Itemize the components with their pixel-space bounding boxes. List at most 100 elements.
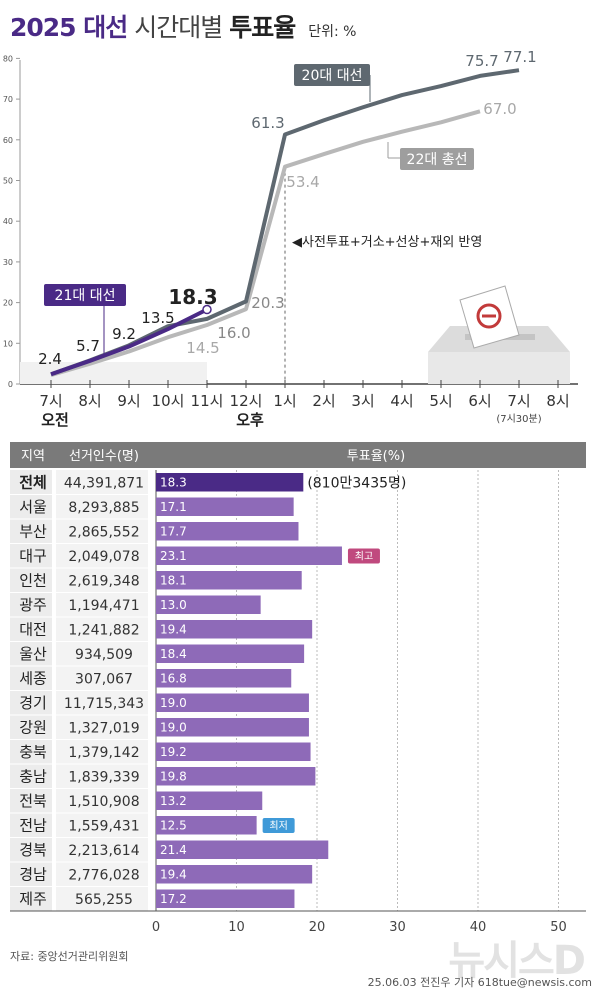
rate-bar (156, 767, 316, 786)
rate-bar-label: 19.4 (160, 622, 187, 636)
row-voters-value: 307,067 (75, 671, 133, 687)
legend-20-box (294, 64, 370, 86)
title-highlight: 2025 대선 (10, 13, 128, 42)
row-voters-value: 2,776,028 (68, 867, 139, 883)
row-region-label: 경남 (19, 865, 47, 883)
data-label-20: 77.1 (503, 48, 536, 66)
x-axis-tick-label: 10 (228, 920, 245, 935)
x-axis-tick-label: 40 (470, 920, 487, 935)
rate-bar (156, 865, 313, 884)
legend-20: 20대 대선 (302, 68, 363, 84)
row-region-label: 서울 (19, 498, 47, 516)
data-label-20: 75.7 (465, 52, 498, 70)
ballot-box-base (428, 352, 570, 384)
rate-badge-box (262, 818, 295, 833)
data-label-20: 61.3 (251, 114, 284, 132)
row-region-label: 광주 (19, 596, 47, 614)
row-region-label: 전남 (19, 816, 47, 834)
rate-bar (156, 742, 311, 761)
data-label-22: 53.4 (286, 173, 319, 191)
y-tick-label: 20 (3, 299, 13, 308)
row-region-label: 부산 (19, 522, 47, 540)
row-region-label: 충북 (19, 743, 47, 761)
row-voters-value: 2,049,078 (68, 549, 139, 565)
legend-22-box (400, 148, 474, 170)
row-voters-value: 1,241,882 (68, 622, 139, 638)
total-voters-note: (810만3435명) (307, 475, 406, 491)
x-axis-tick-label: 0 (152, 920, 160, 935)
row-region-label: 충남 (19, 767, 47, 785)
y-tick-label: 60 (3, 136, 13, 145)
series-end-marker (202, 304, 212, 315)
row-voters-value: 1,839,339 (68, 769, 139, 785)
table-header-rate: 투표율(%) (347, 449, 405, 464)
rate-bar-label: 19.8 (160, 769, 187, 783)
x-tick-label: 7시 (507, 392, 530, 410)
rate-bar (156, 791, 263, 810)
data-label-22: 20.3 (251, 294, 284, 312)
row-region-label: 제주 (19, 890, 47, 908)
y-tick-label: 70 (3, 95, 13, 104)
unit-label: 단위: % (308, 24, 357, 40)
y-tick-label: 50 (3, 177, 13, 186)
title-main: 시간대별 (134, 13, 223, 42)
rate-bar (156, 889, 295, 908)
row-voters-value: 2,213,614 (68, 843, 139, 859)
rate-bar-label: 17.2 (160, 892, 187, 906)
x-tick-label: 7시 (39, 392, 62, 410)
rate-bar (156, 669, 292, 688)
ballot-stamp-icon (476, 303, 502, 329)
row-region-label: 경기 (19, 694, 47, 712)
rate-bar-label: 23.1 (160, 549, 187, 563)
row-voters-value: 2,865,552 (68, 524, 139, 540)
rate-bar (156, 546, 342, 565)
data-label-22: 67.0 (483, 100, 516, 118)
rate-bar-label: 19.2 (160, 745, 187, 759)
rate-bar (156, 473, 304, 492)
data-label-21: 5.7 (76, 337, 100, 355)
rate-bar-label: 16.8 (160, 671, 187, 685)
x-tick-label: 11시 (191, 392, 224, 410)
table-header-band (10, 442, 586, 468)
legend-22: 22대 총선 (407, 152, 468, 168)
rate-bar-label: 18.1 (160, 573, 187, 587)
rate-bar-label: 17.1 (160, 500, 187, 514)
row-region-label: 대전 (19, 620, 47, 638)
row-voters-value: 11,715,343 (64, 696, 144, 712)
x-note-label: (7시30분) (496, 413, 541, 425)
row-voters-value: 565,255 (75, 892, 133, 908)
rate-badge: 최고 (355, 551, 373, 563)
row-voters-value: 1,559,431 (68, 818, 139, 834)
row-region-label: 인천 (19, 571, 47, 589)
rate-bar (156, 693, 309, 712)
x-tick-label: 8시 (546, 392, 569, 410)
rate-bar (156, 644, 305, 663)
y-tick-label: 0 (8, 380, 13, 389)
rate-badge-box (347, 548, 380, 564)
x-tick-label: 12시 (230, 392, 263, 410)
period-label: 오전 (41, 411, 69, 429)
y-tick-label: 40 (3, 217, 13, 226)
row-voters-value: 1,327,019 (68, 720, 139, 736)
row-region-label: 강원 (19, 718, 47, 736)
row-voters-value: 934,509 (75, 647, 133, 663)
data-label-21: 13.5 (141, 309, 174, 327)
row-voters-value: 1,379,142 (68, 745, 139, 761)
data-label-21: 2.4 (38, 350, 62, 368)
rate-bar (156, 816, 257, 835)
advance-vote-annotation: ◀사전투표+거소+선상+재외 반영 (292, 235, 482, 250)
row-region-label: 세종 (19, 669, 47, 687)
period-label: 오후 (236, 411, 264, 429)
y-tick-label: 10 (3, 339, 13, 348)
y-tick-label: 80 (3, 54, 13, 63)
row-voters-value: 2,619,348 (68, 573, 139, 589)
rate-bar-label: 18.3 (160, 475, 187, 489)
data-label-22: 14.5 (186, 339, 219, 357)
legend-21: 21대 대선 (55, 288, 116, 304)
x-axis-tick-label: 30 (389, 920, 406, 935)
x-tick-label: 4시 (390, 392, 413, 410)
rate-bar-label: 19.0 (160, 696, 187, 710)
data-label-21: 9.2 (112, 325, 136, 343)
table-header-region: 지역 (21, 449, 45, 464)
